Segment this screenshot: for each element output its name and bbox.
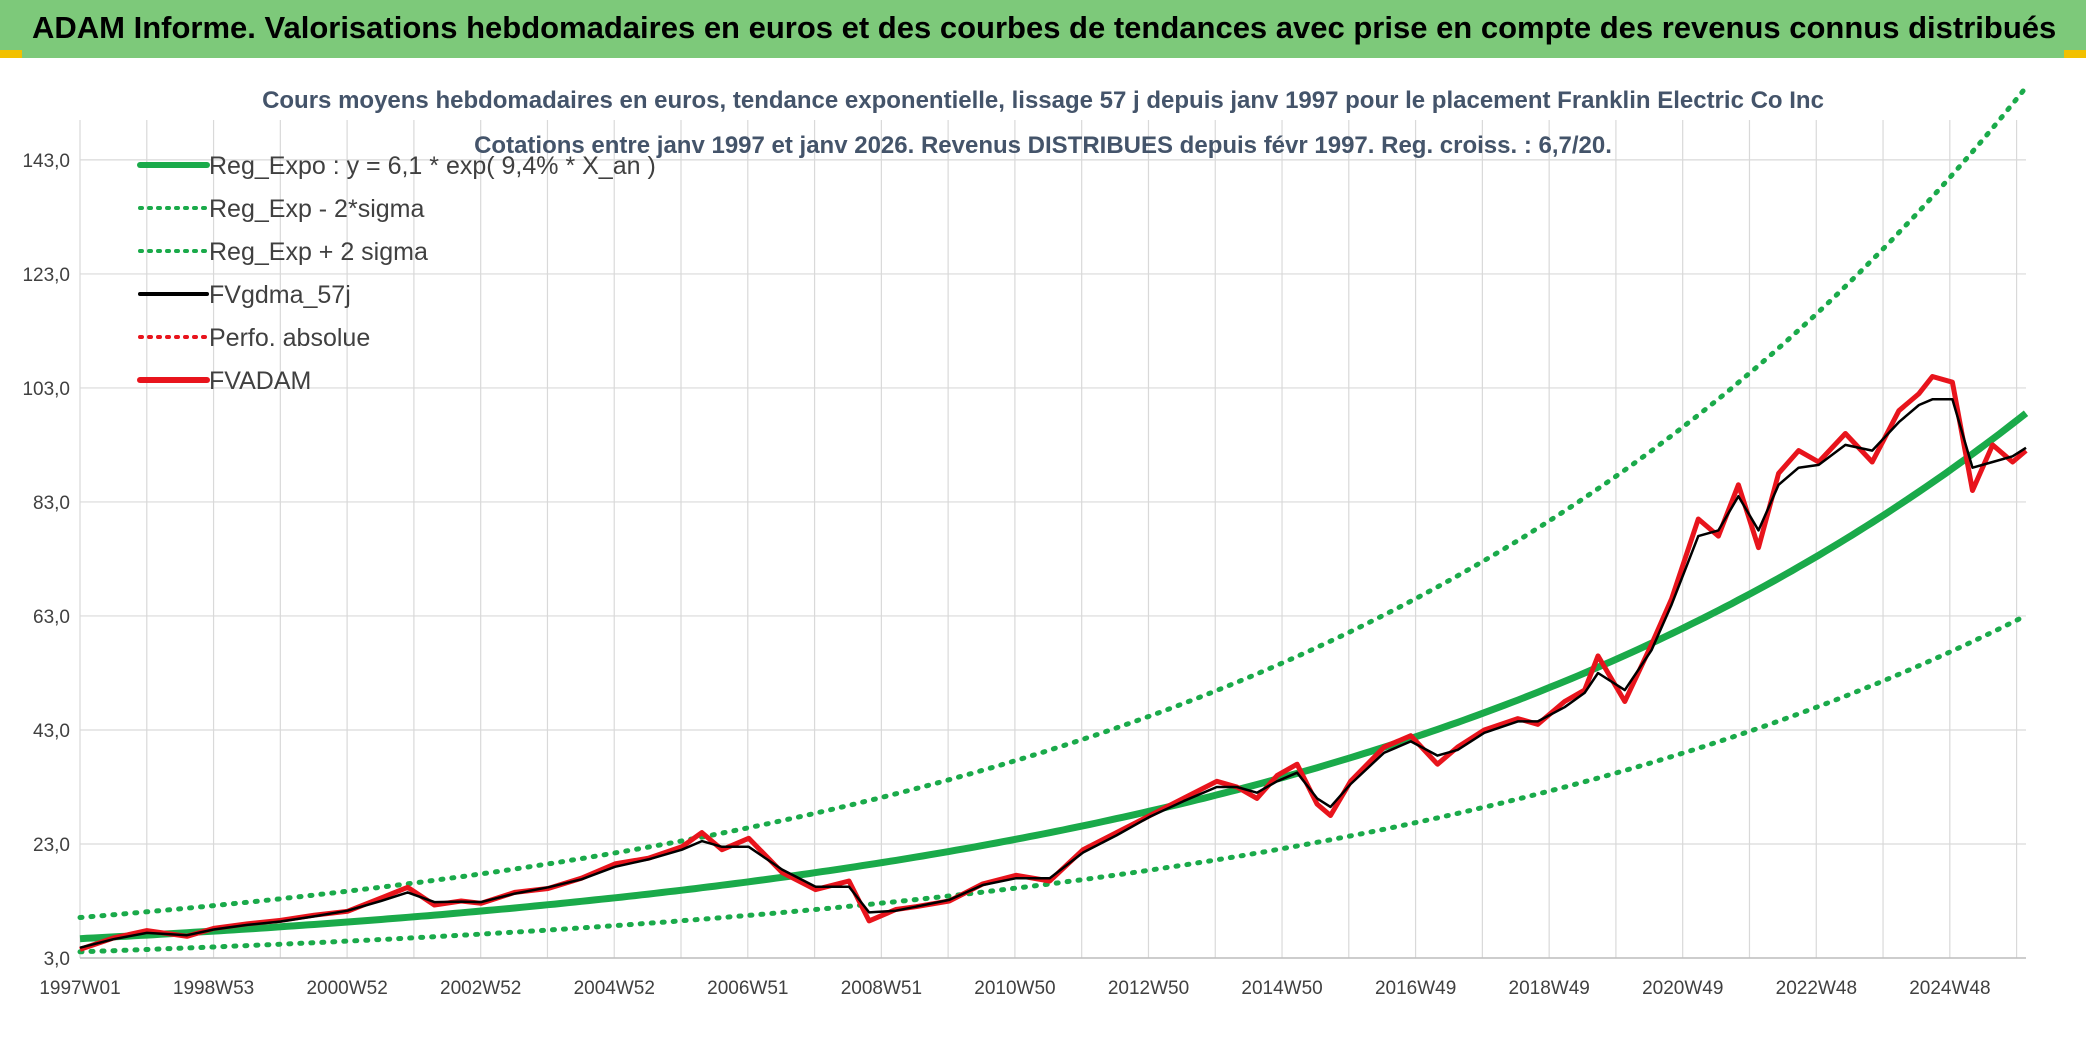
- trend-line-minus-2sigma: [77, 613, 2029, 955]
- x-tick-label: 2012W50: [1108, 978, 1189, 999]
- trend-line-reg-expo: [79, 410, 2029, 943]
- y-tick-label: 103,0: [22, 379, 70, 400]
- chart-subtitle: Cotations entre janv 1997 et janv 2026. …: [474, 132, 1612, 159]
- y-tick-label: 83,0: [33, 493, 70, 514]
- x-tick-label: 2002W52: [440, 978, 521, 999]
- x-tick-label: 2008W51: [841, 978, 922, 999]
- x-tick-label: 2000W52: [306, 978, 387, 999]
- legend-label: Reg_Exp - 2*sigma: [209, 195, 424, 223]
- chart-grid: [79, 120, 2026, 959]
- x-tick-label: 2022W48: [1776, 978, 1857, 999]
- legend-label: FVgdma_57j: [209, 281, 351, 309]
- x-tick-label: 2004W52: [574, 978, 655, 999]
- x-tick-label: 2006W51: [707, 978, 788, 999]
- banner-corner-right: [2064, 50, 2086, 58]
- x-tick-label: 2014W50: [1241, 978, 1322, 999]
- x-tick-label: 2024W48: [1909, 978, 1990, 999]
- y-tick-label: 123,0: [22, 265, 70, 286]
- series-line-fvadam: [79, 374, 2028, 952]
- trend-chart: 3,0 23,0 43,0 63,0 83,0 103,0 123,0 143,0 1997W0…: [22, 84, 2029, 999]
- chart-legend: Reg_Expo : y = 6,1 * exp( 9,4% * X_an ) R…: [137, 152, 656, 395]
- x-tick-label: 2018W49: [1509, 978, 1590, 999]
- report-title: ADAM Informe. Valorisations hebdomadaire…: [32, 10, 2057, 45]
- legend-label: Reg_Exp + 2 sigma: [209, 238, 428, 266]
- y-tick-label: 43,0: [33, 721, 70, 742]
- series-line-fvgdma-57j: [79, 398, 2027, 949]
- y-tick-label: 3,0: [44, 949, 70, 970]
- y-tick-label: 63,0: [33, 607, 70, 628]
- chart-area: 3,0 23,0 43,0 63,0 83,0 103,0 123,0 143,0 1997W0…: [0, 58, 2086, 1037]
- x-tick-label: 1998W53: [173, 978, 254, 999]
- trend-line-plus-2sigma: [77, 84, 2029, 920]
- x-tick-label: 2010W50: [974, 978, 1055, 999]
- x-tick-label: 2016W49: [1375, 978, 1456, 999]
- x-tick-label: 1997W01: [39, 978, 120, 999]
- legend-label: Reg_Expo : y = 6,1 * exp( 9,4% * X_an ): [209, 152, 656, 180]
- chart-title: Cours moyens hebdomadaires en euros, ten…: [262, 87, 1824, 114]
- chart-axes: 3,0 23,0 43,0 63,0 83,0 103,0 123,0 143,0 1997W0…: [22, 151, 2026, 999]
- report-banner: ADAM Informe. Valorisations hebdomadaire…: [0, 0, 2086, 58]
- y-tick-label: 143,0: [22, 151, 70, 172]
- y-tick-label: 23,0: [33, 835, 70, 856]
- banner-corner-left: [0, 50, 22, 58]
- legend-label: FVADAM: [209, 367, 311, 395]
- legend-label: Perfo. absolue: [209, 324, 370, 352]
- chart-series: [77, 84, 2029, 955]
- x-tick-label: 2020W49: [1642, 978, 1723, 999]
